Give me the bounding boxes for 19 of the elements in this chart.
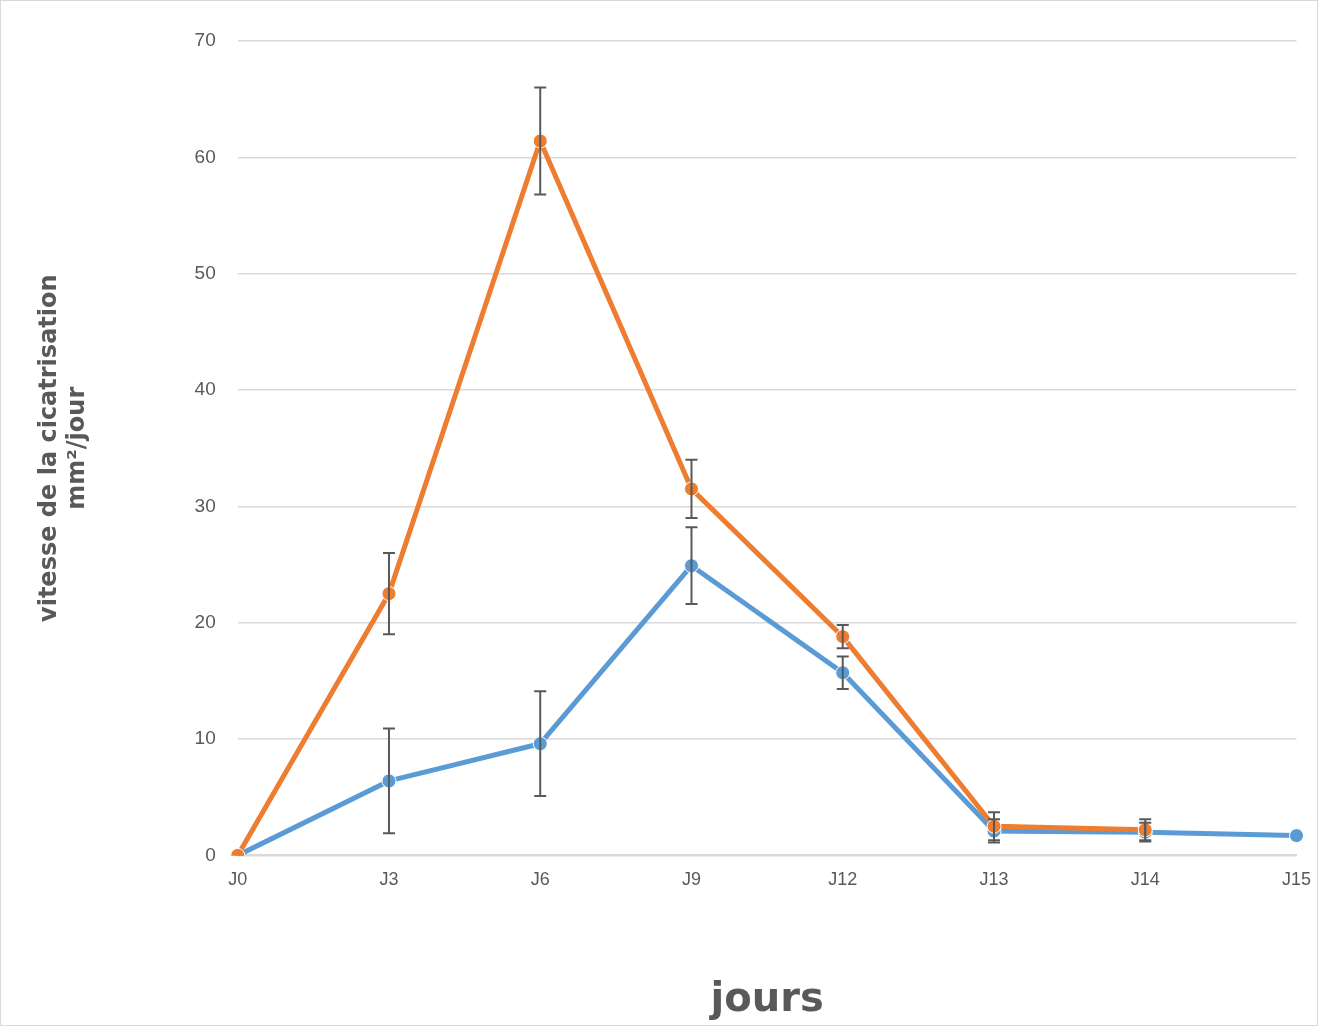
y-axis-title: vitesse de la cicatrisation mm²/jour — [33, 274, 91, 622]
y-tick-label: 30 — [194, 494, 216, 516]
x-tick-label: J15 — [1281, 869, 1311, 890]
y-tick-label: 70 — [194, 29, 216, 51]
y-tick-label: 10 — [194, 727, 216, 749]
x-tick-label: J14 — [1130, 869, 1160, 890]
y-tick-label: 0 — [205, 843, 216, 865]
point — [1288, 828, 1304, 844]
y-tick-label: 50 — [194, 261, 216, 283]
x-axis-title: jours — [708, 974, 824, 1021]
x-tick-label: J9 — [681, 869, 701, 890]
x-tick-label: J13 — [979, 869, 1009, 890]
y-tick-label: 60 — [194, 145, 216, 167]
y-tick-label: 40 — [194, 378, 216, 400]
x-tick-label: J0 — [228, 869, 248, 890]
x-tick-label: J3 — [379, 869, 399, 890]
y-tick-label: 20 — [194, 610, 216, 632]
x-tick-label: J6 — [530, 869, 550, 890]
x-tick-label: J12 — [828, 869, 858, 890]
